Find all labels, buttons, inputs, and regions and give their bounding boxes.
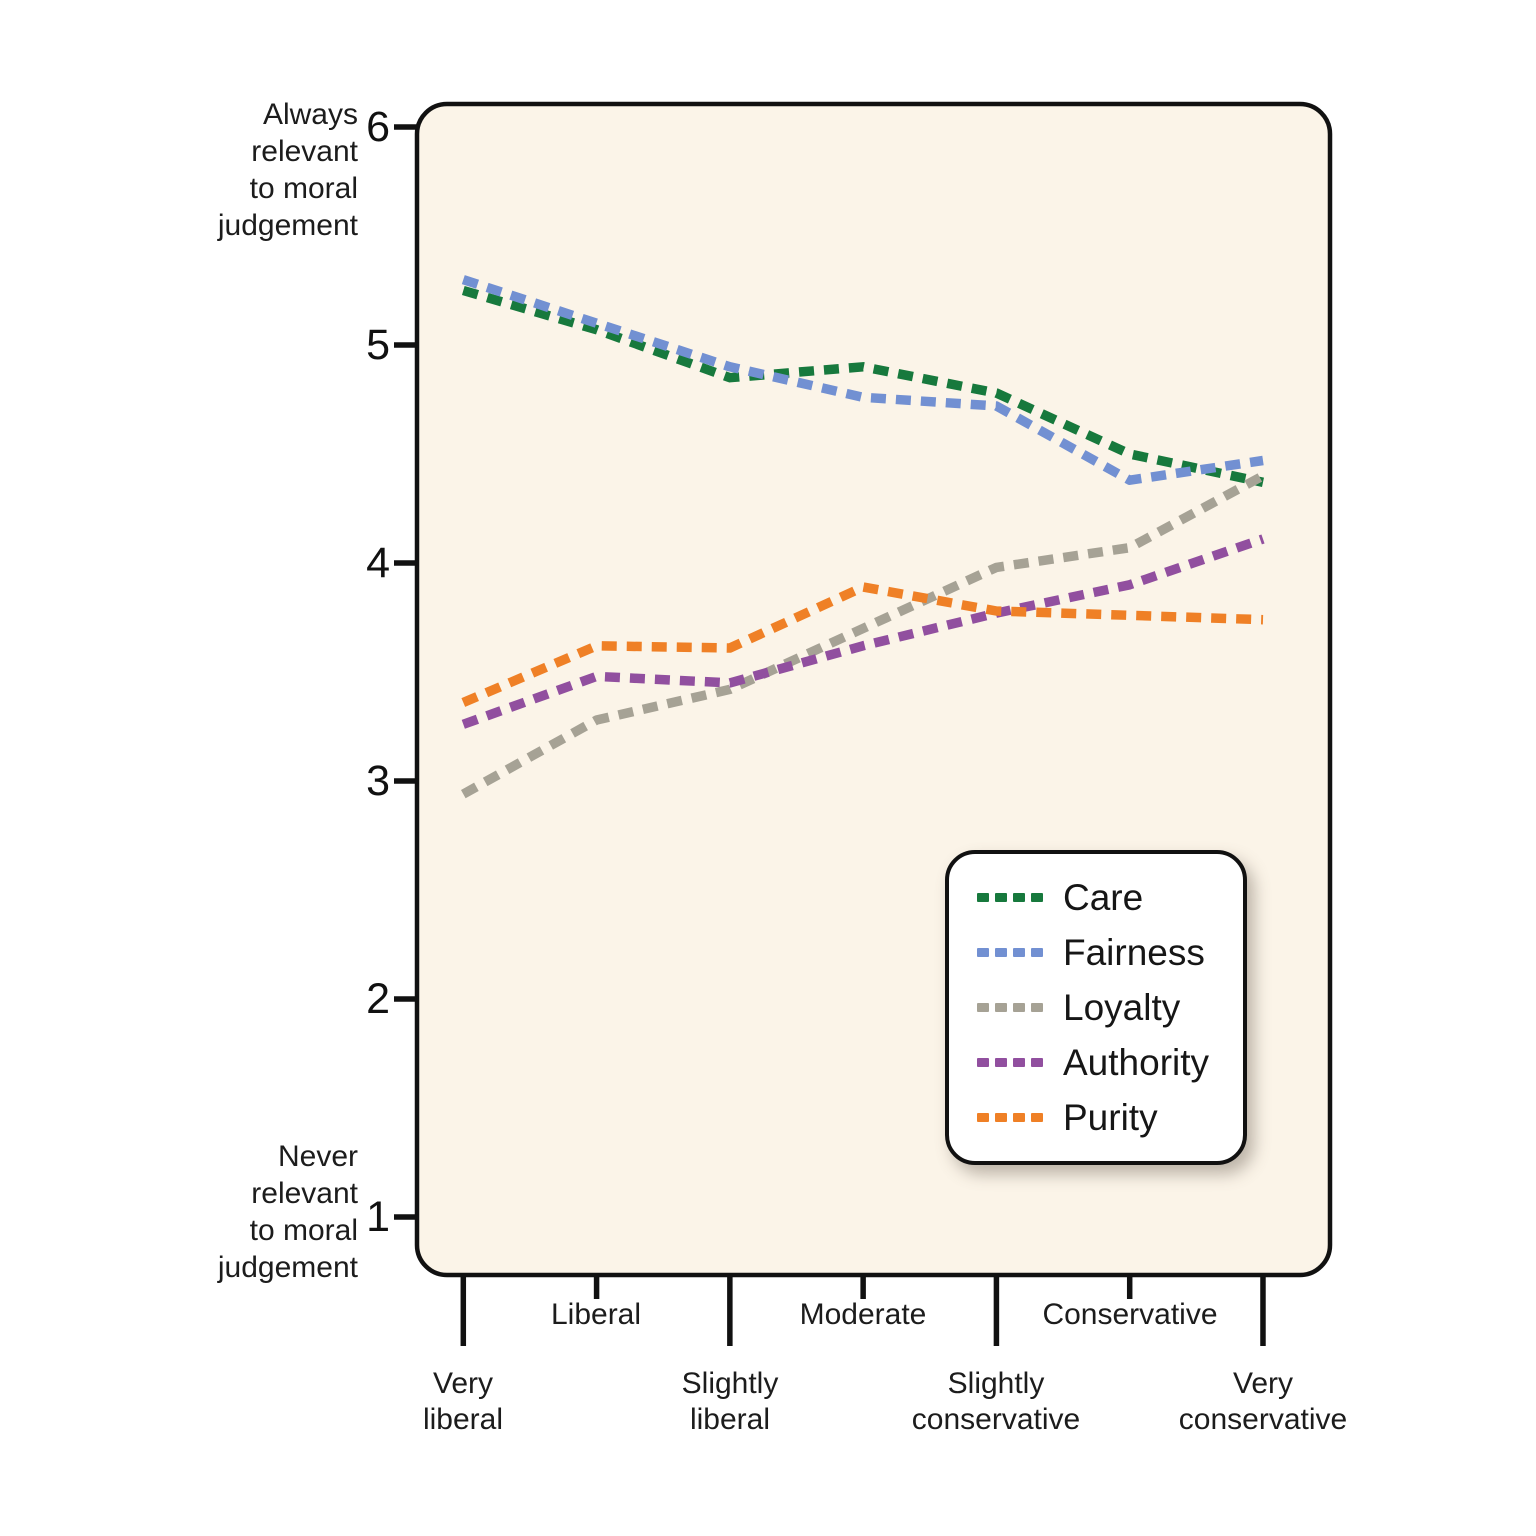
series-line-care xyxy=(461,285,1264,487)
legend-row-fairness: Fairness xyxy=(977,931,1243,973)
series-line-authority xyxy=(461,534,1265,729)
legend-row-purity: Purity xyxy=(977,1096,1243,1138)
y-tick-label-1: 1 xyxy=(366,1193,390,1241)
y-tick-label-2: 2 xyxy=(366,975,390,1023)
legend-label-loyalty: Loyalty xyxy=(1063,986,1181,1028)
fairness-dash-swatch xyxy=(977,948,1043,957)
series-line-fairness xyxy=(461,275,1264,485)
y-tick-label-5: 5 xyxy=(366,321,390,369)
x-label-very-liberal: Very liberal xyxy=(422,1367,504,1436)
y-tick-label-6: 6 xyxy=(366,103,390,151)
purity-dash-swatch xyxy=(977,1113,1043,1122)
series-lines xyxy=(460,275,1266,799)
legend-row-authority: Authority xyxy=(977,1041,1243,1083)
loyalty-dash-swatch xyxy=(977,1003,1043,1012)
legend-label-authority: Authority xyxy=(1063,1041,1210,1083)
y-tick-label-3: 3 xyxy=(366,757,390,805)
y-tick-label-4: 4 xyxy=(366,539,390,587)
care-dash-swatch xyxy=(977,893,1043,902)
legend-label-fairness: Fairness xyxy=(1063,931,1205,973)
y-axis-ticks xyxy=(394,124,419,1220)
x-axis-ticks xyxy=(460,1277,1266,1346)
legend-label-purity: Purity xyxy=(1063,1096,1158,1138)
x-label-conservative: Conservative xyxy=(1042,1298,1218,1331)
x-label-slightly-liberal: Slightly liberal xyxy=(681,1367,779,1436)
x-label-moderate: Moderate xyxy=(799,1298,927,1331)
series-line-loyalty xyxy=(460,471,1266,799)
x-label-very-conservative: Very conservative xyxy=(1178,1367,1348,1436)
authority-dash-swatch xyxy=(977,1058,1043,1067)
legend: Care Fairness Loyalty Authority Purity xyxy=(945,850,1247,1165)
x-label-liberal: Liberal xyxy=(550,1298,642,1331)
y-axis-bottom-label: Never relevant to moral judgement xyxy=(217,1140,358,1284)
legend-label-care: Care xyxy=(1063,876,1144,918)
y-axis-top-label: Always relevant to moral judgement xyxy=(217,98,358,242)
x-label-slightly-conservative: Slightly conservative xyxy=(911,1367,1081,1436)
legend-row-care: Care xyxy=(977,876,1243,918)
legend-row-loyalty: Loyalty xyxy=(977,986,1243,1028)
